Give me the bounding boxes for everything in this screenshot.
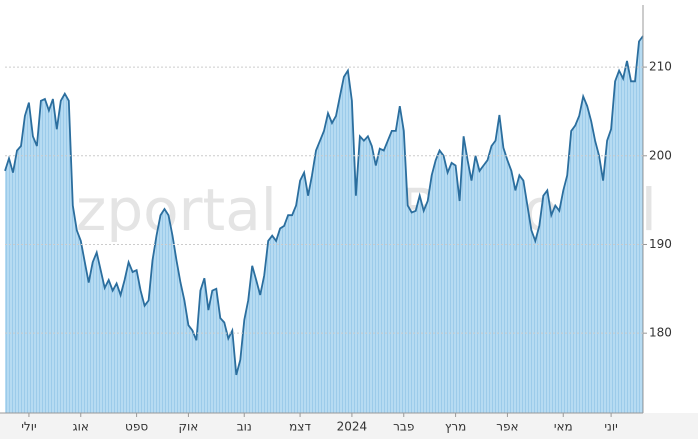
x-axis-band [0,413,698,439]
y-tick-label: 200 [649,148,672,162]
x-tick-label: מרץ [445,420,466,434]
x-tick-label: יוני [604,420,617,434]
x-tick-label: ספט [125,420,148,434]
y-tick-label: 190 [649,237,672,251]
y-tick-label: 180 [649,326,672,340]
y-tick-label: 210 [649,60,672,74]
x-tick-label: 2024 [337,420,368,434]
x-tick-label: אוק [179,420,199,434]
area [5,36,643,413]
x-tick-label: נוב [237,420,252,434]
x-tick-label: יולי [21,420,36,434]
x-tick-label: אפר [496,420,518,434]
price-line [4,35,644,376]
x-tick-label: אוג [73,420,89,434]
x-tick-label: מאי [554,420,573,434]
plot [4,35,644,413]
x-tick-label: דצמ [289,420,311,434]
x-tick-label: פבר [393,420,414,434]
